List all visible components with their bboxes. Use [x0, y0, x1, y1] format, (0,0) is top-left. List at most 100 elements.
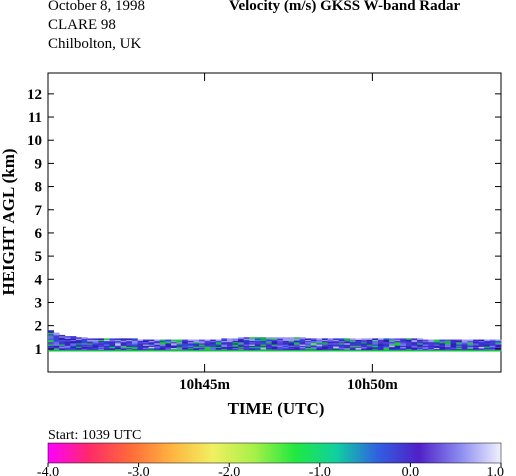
- velocity-cell: [288, 341, 295, 344]
- velocity-cell: [495, 346, 502, 349]
- velocity-cell: [383, 341, 390, 344]
- velocity-cell-base: [226, 349, 233, 352]
- velocity-cell-base: [215, 349, 222, 352]
- velocity-cell: [131, 348, 138, 351]
- velocity-cell: [98, 340, 105, 343]
- velocity-cell: [165, 343, 172, 345]
- velocity-cell: [87, 343, 94, 345]
- velocity-cell: [344, 343, 351, 345]
- velocity-cell: [75, 341, 82, 344]
- velocity-cell: [182, 341, 189, 344]
- velocity-cell: [70, 339, 77, 342]
- velocity-cell: [271, 345, 278, 347]
- velocity-cell: [394, 348, 401, 351]
- velocity-cell: [115, 343, 122, 345]
- velocity-cell: [355, 338, 362, 340]
- velocity-cell: [226, 338, 233, 340]
- velocity-cell: [249, 347, 256, 350]
- velocity-cell: [249, 338, 256, 340]
- velocity-cell: [204, 339, 211, 342]
- velocity-cell: [383, 338, 390, 340]
- velocity-cell-base: [266, 349, 273, 352]
- velocity-cell-base: [137, 349, 144, 352]
- velocity-cell: [282, 346, 289, 349]
- velocity-cell: [75, 343, 82, 345]
- velocity-cell: [433, 348, 440, 351]
- velocity-cell: [400, 338, 407, 340]
- velocity-cell: [322, 347, 329, 350]
- velocity-cell: [199, 344, 205, 346]
- velocity-cell: [400, 341, 407, 344]
- velocity-cell-base: [249, 349, 256, 352]
- velocity-cell: [394, 341, 401, 344]
- velocity-cell: [428, 340, 435, 343]
- velocity-cell: [187, 341, 194, 344]
- velocity-cell: [361, 347, 368, 350]
- y-tick-label: 9: [35, 156, 43, 172]
- velocity-cell: [176, 348, 183, 351]
- velocity-cell: [221, 344, 228, 346]
- velocity-cell-base: [366, 349, 373, 352]
- velocity-cell: [389, 341, 396, 344]
- velocity-cell: [299, 344, 306, 346]
- velocity-cell: [64, 337, 71, 339]
- velocity-cell: [310, 347, 317, 350]
- velocity-cell: [456, 344, 463, 346]
- velocity-cell: [215, 347, 222, 350]
- velocity-cell: [394, 347, 401, 350]
- velocity-cell: [59, 336, 66, 338]
- velocity-cell: [260, 346, 267, 349]
- velocity-cell: [411, 346, 418, 349]
- velocity-cell: [243, 339, 250, 342]
- velocity-cell: [405, 346, 412, 349]
- velocity-cell: [338, 346, 345, 349]
- velocity-cell: [199, 341, 205, 344]
- velocity-cell: [366, 339, 373, 342]
- velocity-cell: [361, 341, 368, 344]
- velocity-cell: [187, 343, 194, 345]
- velocity-cell: [159, 345, 166, 347]
- velocity-cell: [282, 341, 289, 344]
- velocity-cell: [204, 347, 211, 350]
- velocity-cell: [210, 340, 217, 343]
- chart-title: Velocity (m/s) GKSS W-band Radar: [229, 0, 461, 14]
- velocity-cell: [53, 337, 60, 339]
- velocity-cell: [137, 343, 144, 345]
- velocity-cell: [176, 344, 183, 346]
- velocity-cell: [143, 347, 150, 350]
- velocity-cell: [478, 340, 485, 343]
- velocity-cell: [377, 341, 384, 344]
- velocity-cell: [445, 347, 452, 350]
- velocity-cell: [355, 339, 362, 342]
- velocity-cell-base: [417, 349, 424, 352]
- velocity-cell: [215, 339, 222, 342]
- velocity-cell: [232, 340, 239, 343]
- velocity-cell: [260, 344, 267, 346]
- velocity-cell: [126, 344, 133, 346]
- velocity-cell-base: [75, 349, 82, 352]
- velocity-cell: [439, 344, 446, 346]
- velocity-cell: [243, 341, 250, 344]
- velocity-cell: [159, 347, 166, 350]
- velocity-cell: [400, 340, 407, 343]
- velocity-cell: [64, 344, 71, 346]
- velocity-cell: [299, 337, 306, 339]
- velocity-cell-base: [489, 349, 496, 352]
- velocity-cell: [48, 338, 54, 340]
- velocity-cell: [199, 348, 205, 351]
- velocity-cell: [165, 348, 172, 351]
- velocity-cell: [350, 344, 356, 346]
- velocity-cell: [243, 344, 250, 346]
- velocity-cell: [294, 339, 301, 342]
- velocity-cell: [417, 343, 424, 345]
- velocity-cell: [333, 339, 340, 342]
- velocity-cell: [48, 337, 54, 339]
- velocity-cell: [75, 339, 82, 342]
- velocity-cell: [171, 341, 178, 344]
- velocity-cell: [344, 346, 351, 349]
- velocity-cell: [299, 339, 306, 342]
- velocity-cell: [238, 343, 245, 345]
- velocity-cell-base: [484, 349, 491, 352]
- velocity-cell: [131, 338, 138, 340]
